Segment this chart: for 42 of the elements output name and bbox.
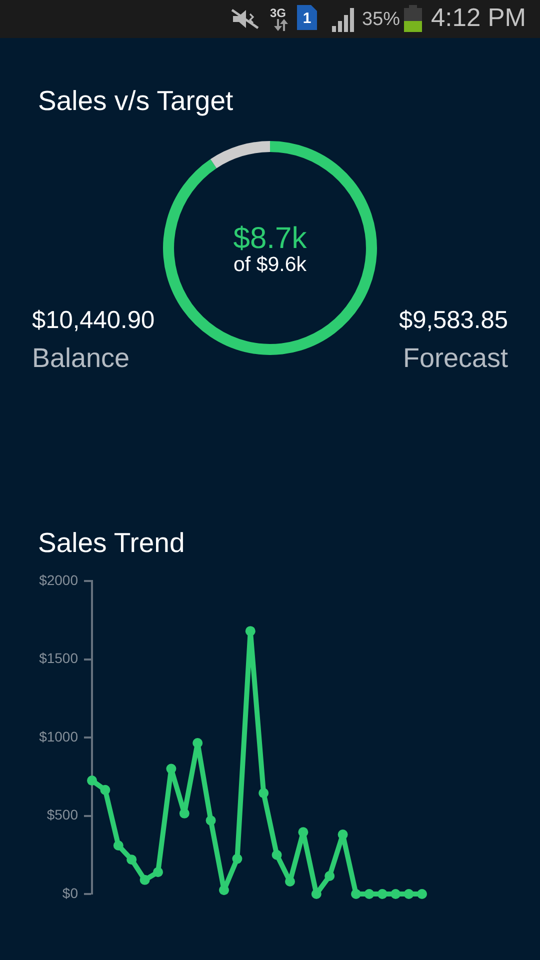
point	[219, 885, 229, 896]
point	[179, 808, 190, 818]
chart-title: Sales v/s Target	[38, 84, 234, 116]
y-tick-label: $1000	[39, 728, 78, 744]
point	[338, 830, 348, 840]
point	[206, 815, 216, 826]
y-tick-label: $1500	[39, 650, 78, 666]
y-tick-label: $500	[46, 806, 78, 823]
y-tick-label: $0	[62, 884, 78, 901]
point	[417, 889, 427, 899]
text: of $9.6k	[234, 252, 306, 276]
point	[140, 874, 150, 885]
point	[113, 840, 124, 850]
point	[351, 889, 361, 899]
chart-title: Sales Trend	[38, 526, 185, 558]
point	[311, 889, 322, 899]
point	[192, 738, 203, 748]
text: $10,440.90	[32, 307, 155, 334]
point	[298, 827, 308, 838]
text: 3G	[270, 6, 286, 20]
point	[153, 867, 163, 878]
point	[404, 889, 414, 899]
point	[390, 889, 401, 899]
text: 1	[302, 10, 312, 28]
point	[364, 889, 374, 899]
y-tick-label: $2000	[39, 572, 78, 588]
point	[100, 784, 110, 795]
point	[377, 889, 388, 899]
point	[166, 764, 176, 774]
point	[324, 871, 335, 882]
text: Balance	[32, 343, 130, 374]
text: 4:12 PM	[431, 4, 526, 32]
text: Forecast	[402, 343, 508, 374]
point	[232, 854, 242, 864]
text: 35%	[362, 8, 400, 30]
text: $9,583.85	[399, 307, 508, 334]
text: $8.7k	[233, 222, 307, 254]
point	[245, 626, 256, 636]
point	[126, 854, 137, 865]
point	[258, 788, 269, 798]
point	[87, 776, 97, 786]
point	[272, 850, 282, 860]
